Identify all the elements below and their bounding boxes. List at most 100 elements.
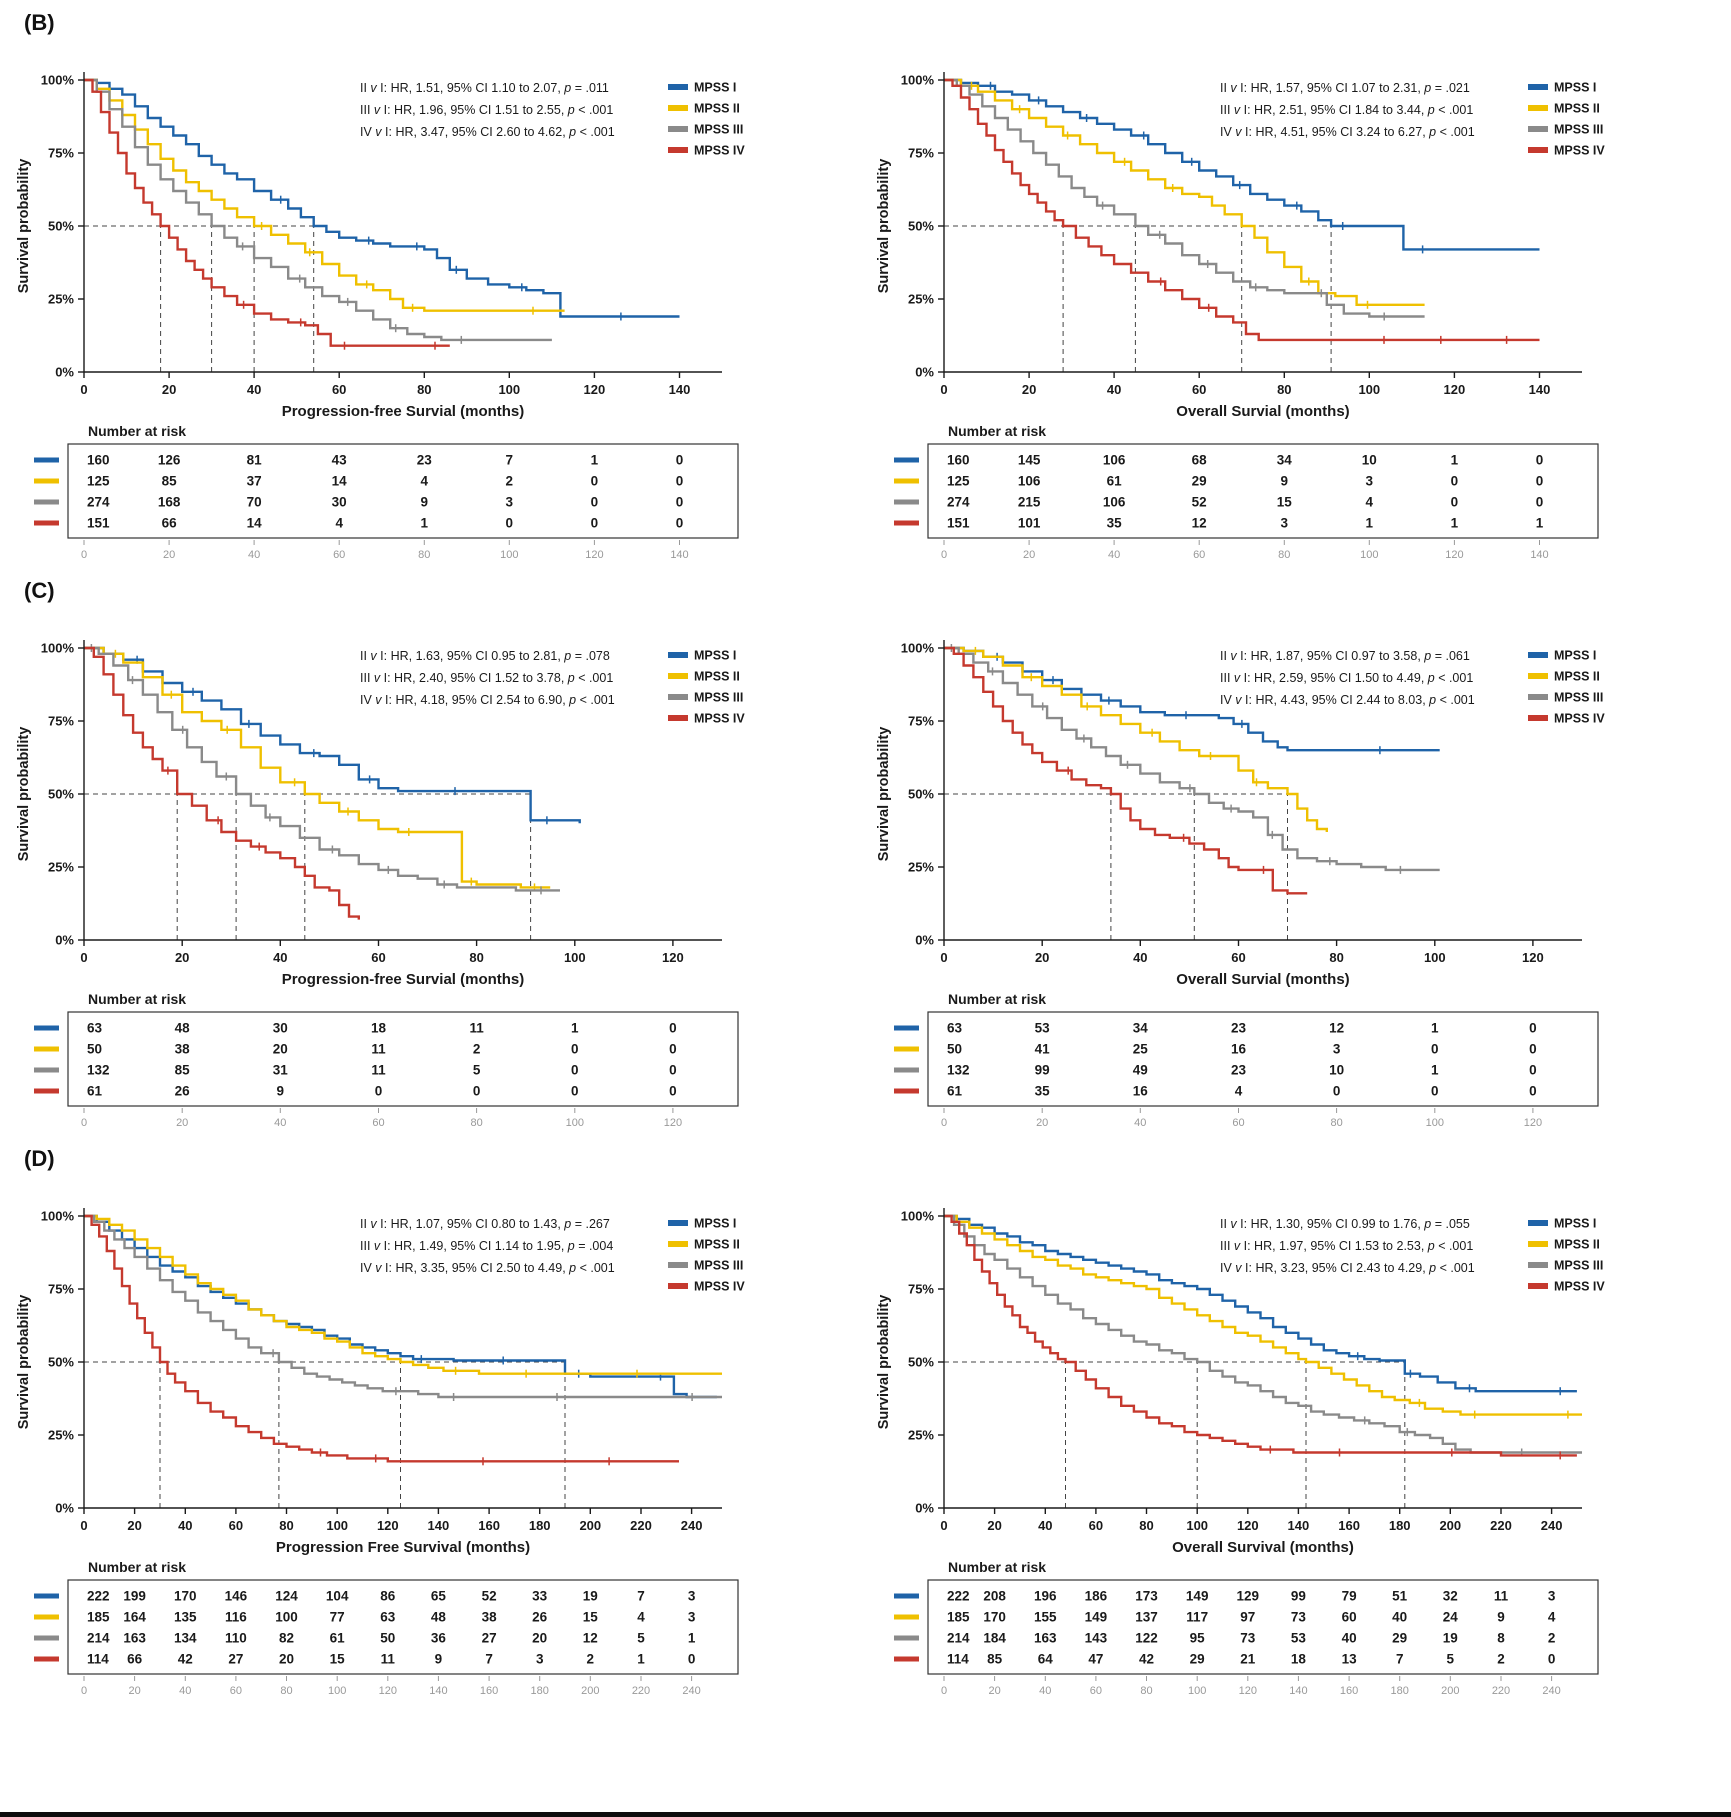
hr-annotations: II v I: HR, 1.30, 95% CI 0.99 to 1.76, p… <box>1220 1217 1475 1275</box>
svg-text:75%: 75% <box>48 714 74 729</box>
svg-text:20: 20 <box>175 950 189 965</box>
svg-text:140: 140 <box>1289 1685 1307 1697</box>
risk-count: 73 <box>1291 1610 1307 1625</box>
risk-count: 1 <box>637 1652 645 1667</box>
censor-ticks <box>1159 277 1508 344</box>
svg-text:0: 0 <box>940 1518 947 1533</box>
risk-count: 63 <box>947 1021 963 1036</box>
risk-count: 3 <box>688 1610 696 1625</box>
risk-count: 40 <box>1392 1610 1407 1625</box>
svg-text:120: 120 <box>1237 1518 1259 1533</box>
risk-count: 104 <box>326 1589 349 1604</box>
risk-table-title: Number at risk <box>948 423 1046 439</box>
risk-table-title: Number at risk <box>88 1559 186 1575</box>
risk-count: 61 <box>1107 474 1123 489</box>
risk-count: 40 <box>1342 1631 1357 1646</box>
risk-count: 168 <box>158 495 181 510</box>
legend-label: MPSS IV <box>694 712 745 726</box>
risk-count: 3 <box>688 1589 696 1604</box>
survival-curve-mpss2 <box>84 1214 722 1378</box>
risk-row-marker <box>34 1614 59 1620</box>
risk-count: 222 <box>947 1589 970 1604</box>
legend-label: MPSS I <box>1554 1217 1596 1231</box>
risk-count: 9 <box>421 495 429 510</box>
svg-text:140: 140 <box>669 382 691 397</box>
svg-text:0: 0 <box>80 1518 87 1533</box>
legend-swatch <box>668 673 688 679</box>
svg-text:0%: 0% <box>915 933 934 948</box>
risk-count: 20 <box>532 1631 547 1646</box>
legend-swatch <box>1528 1262 1548 1268</box>
legend-label: MPSS II <box>1554 1238 1600 1252</box>
risk-count: 52 <box>1192 495 1207 510</box>
y-axis-title: Survival probability <box>876 1295 892 1430</box>
svg-text:140: 140 <box>1288 1518 1310 1533</box>
legend-swatch <box>668 126 688 132</box>
svg-text:III v I: HR, 2.59, 95% CI 1.50: III v I: HR, 2.59, 95% CI 1.50 to 4.49, … <box>1220 671 1473 685</box>
risk-count: 1 <box>421 516 429 531</box>
risk-count: 30 <box>332 495 347 510</box>
risk-count: 14 <box>332 474 348 489</box>
censor-ticks <box>970 81 1369 309</box>
risk-row-marker <box>34 1593 59 1599</box>
svg-text:80: 80 <box>470 1117 482 1129</box>
risk-row-marker <box>894 1635 919 1641</box>
risk-count: 170 <box>174 1589 197 1604</box>
risk-count: 99 <box>1035 1063 1050 1078</box>
risk-count: 1 <box>1451 516 1459 531</box>
risk-count: 3 <box>1366 474 1374 489</box>
risk-count: 99 <box>1291 1589 1306 1604</box>
legend: MPSS I MPSS II MPSS III MPSS IV <box>668 649 745 726</box>
censor-ticks <box>1269 1445 1561 1460</box>
risk-row-marker <box>894 1656 919 1662</box>
svg-text:50%: 50% <box>908 1355 934 1370</box>
risk-table-title: Number at risk <box>88 991 186 1007</box>
risk-count: 85 <box>987 1652 1003 1667</box>
risk-count: 12 <box>1192 516 1207 531</box>
risk-count: 61 <box>330 1631 346 1646</box>
km-plot-d-overall: 0%25%50%75%100%0 20 40 60 80 100 120 140 160 180 2… <box>876 1208 1605 1697</box>
survival-curve-mpss1 <box>84 78 680 321</box>
risk-count: 0 <box>669 1042 677 1057</box>
risk-count: 3 <box>536 1652 544 1667</box>
legend-label: MPSS III <box>1554 1259 1603 1273</box>
risk-count: 25 <box>1133 1042 1149 1057</box>
hr-annotations: II v I: HR, 1.57, 95% CI 1.07 to 2.31, p… <box>1220 81 1475 139</box>
hr-annotations: II v I: HR, 1.51, 95% CI 1.10 to 2.07, p… <box>360 81 615 139</box>
svg-text:0%: 0% <box>55 1501 74 1516</box>
risk-count: 97 <box>1240 1610 1255 1625</box>
risk-count: 20 <box>273 1042 288 1057</box>
risk-count: 151 <box>947 516 970 531</box>
legend-swatch <box>1528 126 1548 132</box>
censor-ticks <box>90 644 542 895</box>
svg-text:240: 240 <box>682 1685 700 1697</box>
svg-text:100%: 100% <box>41 73 75 88</box>
svg-text:80: 80 <box>1140 1685 1152 1697</box>
km-plot-c-progression-free: 0%25%50%75%100%0 20 40 60 80 100 120Progressio… <box>16 640 745 1129</box>
risk-axis: 0 20 40 60 80 100 120 140 160 180 200 220 240 <box>81 1676 701 1697</box>
legend-label: MPSS III <box>1554 691 1603 705</box>
risk-count: 48 <box>175 1021 191 1036</box>
x-axis: 0 20 40 60 80 100 120 140 <box>80 371 722 397</box>
risk-count: 26 <box>532 1610 548 1625</box>
risk-row-marker <box>34 1067 59 1073</box>
risk-row-marker <box>34 478 59 484</box>
risk-count: 23 <box>417 453 433 468</box>
risk-table-box <box>67 1011 739 1107</box>
censor-ticks <box>1356 1352 1561 1396</box>
svg-text:100: 100 <box>328 1685 346 1697</box>
svg-text:40: 40 <box>179 1685 191 1697</box>
svg-text:50%: 50% <box>48 787 74 802</box>
risk-count: 29 <box>1190 1652 1205 1667</box>
risk-count: 63 <box>87 1021 103 1036</box>
svg-text:50%: 50% <box>908 219 934 234</box>
risk-count: 52 <box>482 1589 497 1604</box>
svg-text:40: 40 <box>273 950 287 965</box>
legend-swatch <box>1528 715 1548 721</box>
svg-text:220: 220 <box>1490 1518 1512 1533</box>
svg-text:60: 60 <box>371 950 385 965</box>
risk-count: 1 <box>1431 1021 1439 1036</box>
risk-count: 125 <box>947 474 970 489</box>
risk-count: 0 <box>1529 1063 1537 1078</box>
